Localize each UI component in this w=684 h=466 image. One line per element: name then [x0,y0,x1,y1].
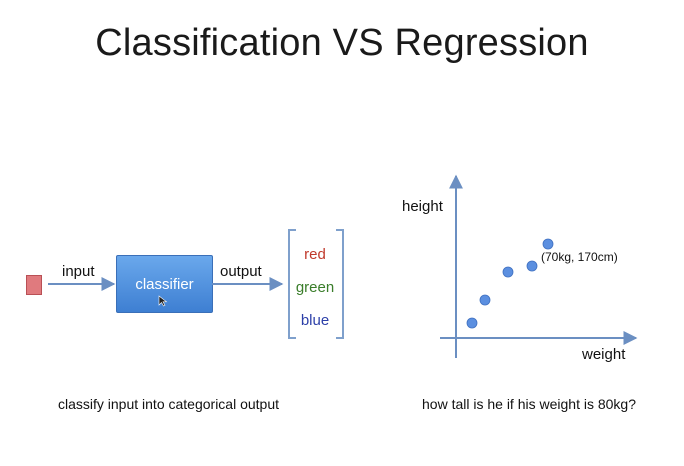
output-item-blue: blue [300,312,330,329]
classification-caption: classify input into categorical output [58,396,280,412]
input-label: input [62,263,95,280]
data-point [502,266,514,278]
right-bracket [336,229,344,339]
y-axis-label: height [402,198,443,215]
x-axis-label: weight [582,346,626,363]
classifier-label: classifier [135,275,194,293]
input-square [26,275,42,295]
output-label: output [220,263,262,280]
output-item-green: green [295,279,335,296]
point-annotation: (70kg, 170cm) [541,250,618,264]
mouse-cursor-icon [158,295,168,307]
data-point [542,238,554,250]
regression-caption: how tall is he if his weight is 80kg? [422,396,636,412]
data-point [479,294,491,306]
output-item-red: red [304,246,326,263]
left-bracket [288,229,296,339]
data-point [526,260,538,272]
slide-title: Classification VS Regression [95,22,589,64]
data-point [466,317,478,329]
